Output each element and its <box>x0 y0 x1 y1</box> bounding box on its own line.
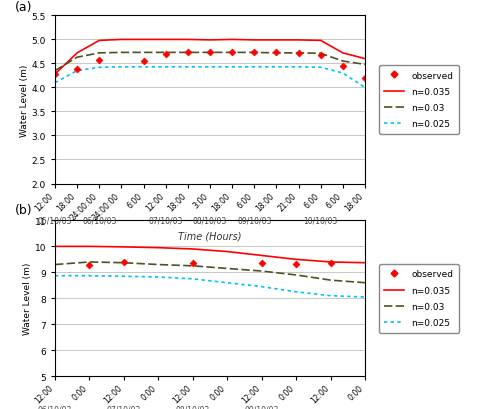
Legend: observed, n=0.035, n=0.03, n=0.025: observed, n=0.035, n=0.03, n=0.025 <box>379 264 458 333</box>
Text: 05/10/03: 05/10/03 <box>38 216 72 225</box>
Text: 08/10/03: 08/10/03 <box>193 216 227 225</box>
Text: 09/10/03: 09/10/03 <box>244 404 279 409</box>
Text: Time (Hours): Time (Hours) <box>178 231 242 241</box>
Text: 07/10/03: 07/10/03 <box>106 404 141 409</box>
Text: 09/10/03: 09/10/03 <box>237 216 272 225</box>
Text: (b): (b) <box>14 203 32 216</box>
Text: 06/10/03: 06/10/03 <box>38 404 72 409</box>
Text: 07/10/03: 07/10/03 <box>148 216 183 225</box>
Text: 10/10/03: 10/10/03 <box>304 216 338 225</box>
Text: 06/10/03: 06/10/03 <box>82 216 116 225</box>
Text: 08/10/03: 08/10/03 <box>176 404 210 409</box>
Y-axis label: Water Level (m): Water Level (m) <box>22 263 32 335</box>
Legend: observed, n=0.035, n=0.03, n=0.025: observed, n=0.035, n=0.03, n=0.025 <box>379 66 458 135</box>
Text: (a): (a) <box>14 1 32 14</box>
Y-axis label: Water Level (m): Water Level (m) <box>20 64 29 136</box>
